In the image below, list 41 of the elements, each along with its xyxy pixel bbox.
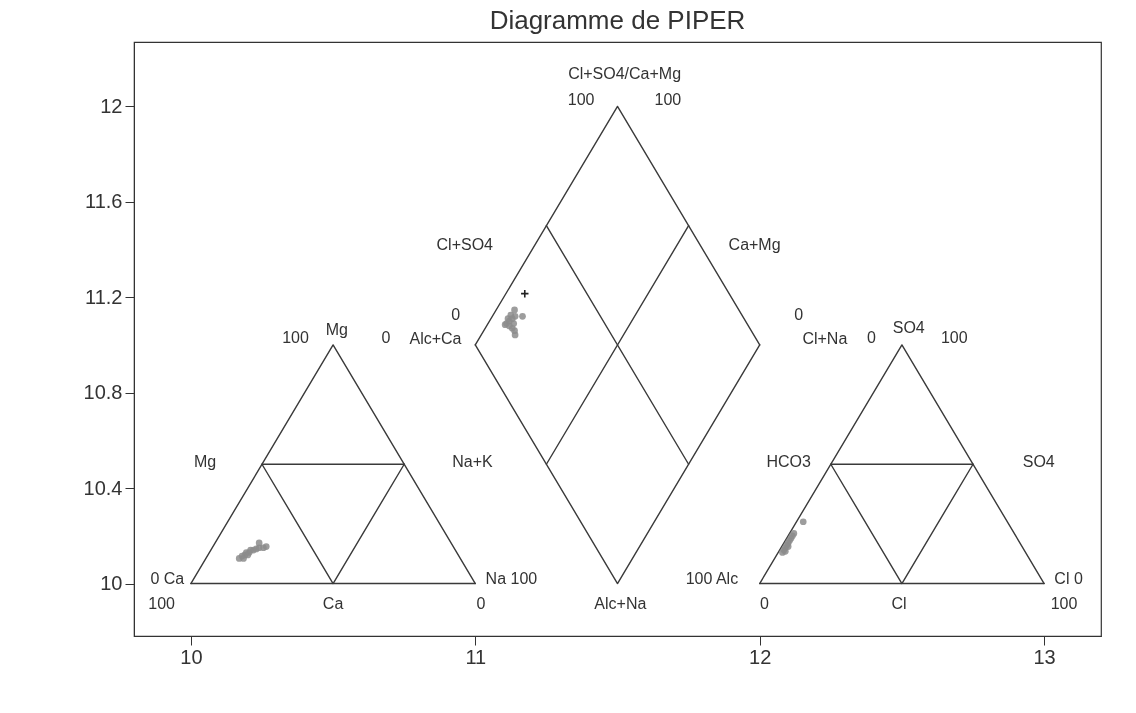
y-tick-label: 10: [100, 572, 123, 595]
annotation: Na+K: [452, 452, 494, 470]
y-tick-label: 11.2: [85, 285, 123, 308]
x-tick-label: 12: [749, 645, 772, 668]
annotation: 0: [867, 329, 877, 347]
annotation: 0 Ca: [150, 570, 185, 588]
annotation: 0: [760, 594, 770, 612]
annotation: Cl: [891, 594, 907, 612]
annotation: Cl+Na: [802, 330, 848, 348]
annotation: Mg: [193, 452, 217, 470]
annotation: Na 100: [485, 570, 538, 588]
x-tick-label: 10: [180, 645, 203, 668]
y-tick-label: 10.4: [83, 476, 123, 499]
annotation: Alc+Ca: [409, 330, 462, 348]
y-tick-label: 10.8: [83, 381, 123, 404]
annotation: Cl 0: [1054, 570, 1083, 588]
annotation: 100 Alc: [685, 570, 739, 588]
chart-title: Diagramme de PIPER: [489, 5, 746, 35]
annotation: HCO3: [766, 452, 812, 470]
annotation: 0: [794, 306, 804, 324]
annotation: 0: [381, 329, 391, 347]
annotation: 100: [282, 329, 309, 347]
annotation: 100: [1050, 594, 1078, 612]
y-tick-label: 11.6: [85, 190, 123, 213]
x-tick-label: 13: [1033, 645, 1056, 668]
annotation: 100: [940, 329, 968, 347]
annotation: 100: [654, 90, 682, 108]
annotation: 0: [476, 594, 486, 612]
annotation: Cl+SO4: [436, 235, 494, 253]
y-tick-label: 12: [100, 94, 123, 117]
annotation: 100: [148, 594, 176, 612]
annotation: Cl+SO4/Ca+Mg: [568, 64, 682, 82]
annotation: 0: [451, 306, 461, 324]
annotation: 100: [567, 90, 595, 108]
annotation: SO4: [892, 319, 925, 337]
annotation: SO4: [1022, 452, 1055, 470]
annotation: Alc+Na: [594, 594, 647, 612]
annotation: Ca: [322, 594, 344, 612]
annotation: Mg: [325, 321, 348, 339]
annotation: Ca+Mg: [728, 235, 781, 253]
x-tick-label: 11: [465, 645, 487, 668]
